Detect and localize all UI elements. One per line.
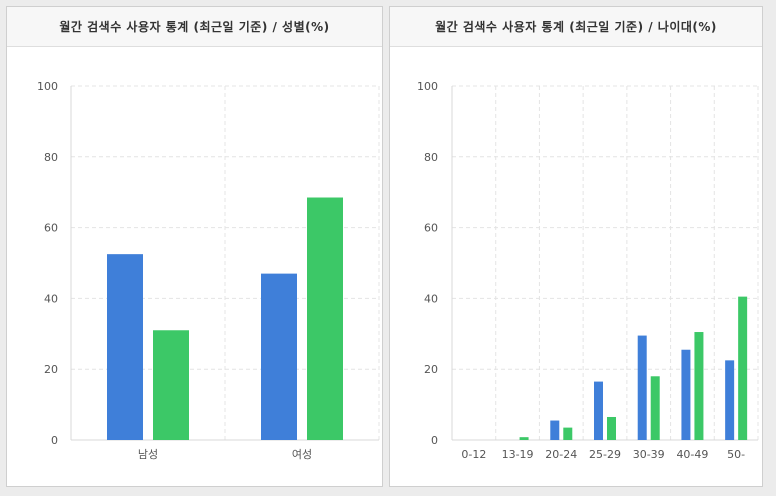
y-tick-label: 80 bbox=[424, 151, 438, 164]
y-tick-label: 20 bbox=[44, 363, 58, 376]
x-tick-label: 40-49 bbox=[676, 448, 708, 461]
bar-series2[interactable] bbox=[153, 330, 189, 440]
bar-series2[interactable] bbox=[563, 427, 573, 440]
gender-chart-title: 월간 검색수 사용자 통계 (최근일 기준) / 성별(%) bbox=[7, 7, 382, 47]
bar-series1[interactable] bbox=[261, 273, 297, 440]
y-tick-label: 100 bbox=[417, 80, 438, 93]
y-tick-label: 0 bbox=[431, 434, 438, 447]
bar-series1[interactable] bbox=[681, 349, 691, 440]
bar-series1[interactable] bbox=[550, 420, 560, 440]
x-tick-label: 20-24 bbox=[545, 448, 577, 461]
gender-chart-panel: 월간 검색수 사용자 통계 (최근일 기준) / 성별(%) 0 20 40 60 80… bbox=[6, 6, 383, 487]
bar-series1[interactable] bbox=[594, 381, 603, 440]
bar-series2[interactable] bbox=[694, 332, 704, 440]
x-tick-label: 13-19 bbox=[502, 448, 534, 461]
bar-series2[interactable] bbox=[650, 376, 660, 440]
bar-series2[interactable] bbox=[738, 296, 748, 440]
y-tick-label: 40 bbox=[44, 292, 58, 305]
age-bar-chart: 0 20 40 60 80 100 0-12 13-19 20-24 25-29 30-39 40-4… bbox=[417, 80, 759, 461]
x-tick-label: 0-12 bbox=[461, 448, 486, 461]
bar-series1[interactable] bbox=[107, 254, 143, 440]
bar-series1[interactable] bbox=[637, 335, 647, 440]
x-tick-label: 30-39 bbox=[633, 448, 665, 461]
y-tick-label: 80 bbox=[44, 151, 58, 164]
y-tick-label: 60 bbox=[424, 222, 438, 235]
y-tick-label: 100 bbox=[37, 80, 58, 93]
age-chart-panel: 월간 검색수 사용자 통계 (최근일 기준) / 나이대(%) 0 20 40 60 8… bbox=[389, 6, 763, 487]
x-tick-label: 남성 bbox=[138, 448, 158, 461]
y-tick-label: 60 bbox=[44, 222, 58, 235]
y-tick-label: 20 bbox=[424, 363, 438, 376]
age-chart-title: 월간 검색수 사용자 통계 (최근일 기준) / 나이대(%) bbox=[390, 7, 762, 47]
x-tick-label: 25-29 bbox=[589, 448, 621, 461]
gender-bar-chart: 0 20 40 60 80 100 남성 여성 bbox=[37, 80, 380, 461]
bar-series2[interactable] bbox=[607, 416, 616, 440]
y-tick-label: 0 bbox=[51, 434, 58, 447]
y-tick-label: 40 bbox=[424, 292, 438, 305]
x-tick-label: 50- bbox=[727, 448, 745, 461]
bar-series2[interactable] bbox=[307, 197, 343, 440]
bar-series2[interactable] bbox=[519, 437, 529, 440]
bar-series1[interactable] bbox=[725, 360, 735, 440]
x-tick-label: 여성 bbox=[292, 448, 312, 461]
